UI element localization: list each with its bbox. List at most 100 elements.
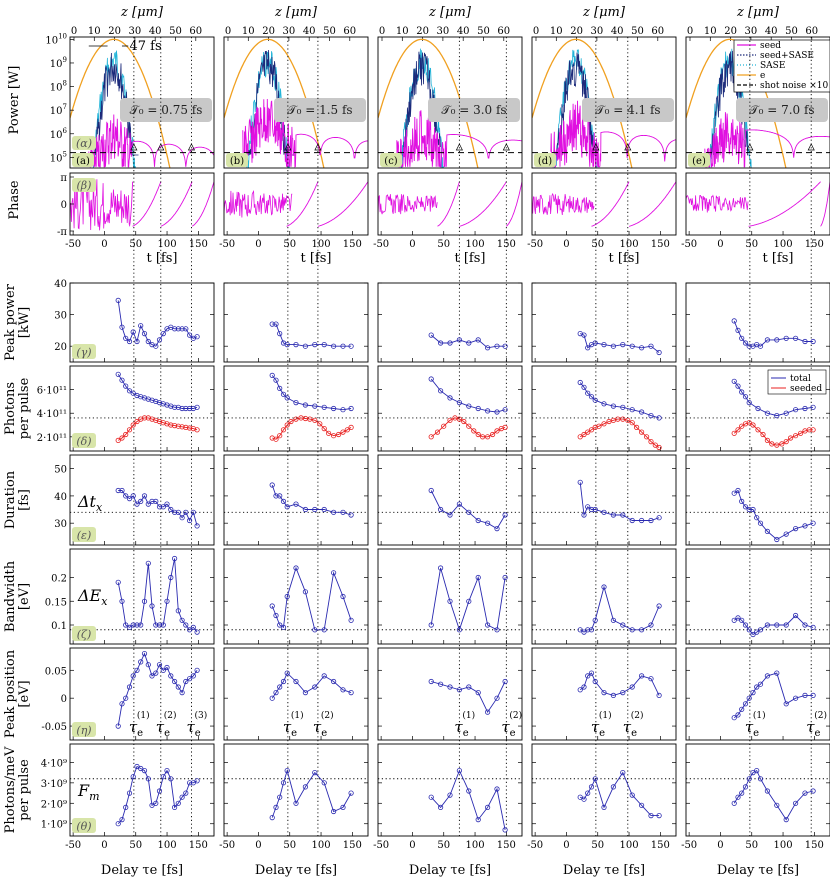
peak_position-point [277,684,283,690]
bandwidth-point [175,608,181,614]
bandwidth-line [733,614,814,636]
row-inline-label: Δtx [77,492,103,514]
peak_position-point [115,723,121,729]
tau-sub: e [195,728,201,739]
photons_per_meV-point [802,790,808,796]
total-point [742,394,749,400]
panel-axes [685,743,830,837]
panel-axes [223,647,369,741]
power-traces [224,38,368,168]
total-point [194,404,200,410]
total-point [312,403,318,409]
y-tick-label: 0.1 [51,621,67,632]
seeded-point [502,424,508,430]
row-label-line1: Bandwidth [3,560,18,632]
delay-tick-label: 150 [651,840,670,851]
column-1-top: 0 10 20 30 40 50 60z [μm]𝒯₀ = 0.75 fs(a)105106… [45,5,215,836]
seeded-point [797,430,804,436]
duration-point [277,493,283,499]
seed-sase-trace [91,52,139,156]
peak_position-point [629,684,635,690]
peak_position-point [149,673,155,679]
bandwidth-point [115,579,121,585]
photons_per_meV-point [746,776,752,782]
power-axes [685,36,830,169]
panel-axes [685,647,830,741]
delay-tick-label: 100 [157,840,176,851]
photons_per_meV-point [119,816,125,823]
seeded-point [183,424,189,430]
row-label-phase: Phase [7,180,22,220]
phase-noisy [378,194,438,215]
total-point [130,390,136,396]
panel-axes [531,365,677,452]
total-point [126,388,133,394]
peak_position-point [321,673,327,679]
panel-peak_power-5 [685,282,830,363]
beta-tag: (β) [77,179,92,192]
tau-symbol: τ [186,718,195,736]
peak_position-point [134,667,140,673]
tau-index: (2) [814,710,827,721]
total-point [610,403,617,409]
power-axes [223,36,369,169]
panel-peak_position-2: τe(1)τe(2) [223,647,369,741]
bandwidth-point [466,598,472,604]
photons_per_meV-point [656,812,662,819]
bandwidth-point [783,622,789,628]
z-tick-label: 10 [704,26,717,37]
legend2-label: total [790,374,811,384]
phase-noisy [686,194,749,213]
bandwidth-point [123,622,129,628]
power-tick-exp: 6 [63,127,68,135]
t-axis-title: t [fs] [147,251,178,266]
total-point [764,410,771,416]
y-tick-label: 1·10⁹ [41,820,67,831]
row-tag: (ε) [77,529,92,542]
bandwidth-point [494,627,500,633]
peak_power-line [733,320,814,347]
total-point [348,405,354,412]
power-tick-label: 105 [50,150,67,164]
peak_power-point [656,349,662,356]
seeded-point [194,427,200,433]
bandwidth-point [172,555,178,562]
delay-tick-label: -50 [681,840,697,851]
duration-point [792,525,799,532]
panel-photons_per_meV-4: -50 0 50 100 150 Delay τe [fs] [527,743,677,878]
duration-point [179,515,185,521]
peak_position-point [764,673,771,679]
z-tick-label: 0 [687,26,693,37]
delay-tick-label: 50 [283,840,296,851]
bandwidth-point [134,622,140,628]
tau-sub: e [631,728,637,739]
peak_position-point [494,695,500,701]
duration-point [764,528,771,535]
peak_power-point [284,341,290,348]
power-tick-label: 1010 [45,32,67,46]
duration-point [585,504,591,510]
row-label-photons_per_pulse: Photonsper pulse [3,377,32,439]
peak_position-line [431,681,506,714]
total-point [656,415,662,421]
row-tag-bg [72,626,96,641]
power-tick-base: 10 [45,35,58,46]
photons_per_meV-point [810,788,816,794]
seeded-point [471,428,477,434]
photons_per_meV-point [175,800,181,806]
peak_power-point [115,297,121,303]
bandwidth-point [629,627,635,633]
seeded-line [272,417,352,440]
panel-photons_per_pulse-3 [377,365,523,452]
seeded-line [430,417,506,438]
peak_position-point [312,684,318,690]
beta-tag-bg [72,178,96,192]
tau-label: τe [186,718,200,739]
legend-label: e [760,71,765,81]
tau-sub: e [510,728,516,739]
peak_power-point [802,338,808,345]
panel-peak_position-5: τe(1)τe(2) [685,647,830,741]
duration-point [742,504,749,510]
y-tick-label: 40 [54,279,67,290]
